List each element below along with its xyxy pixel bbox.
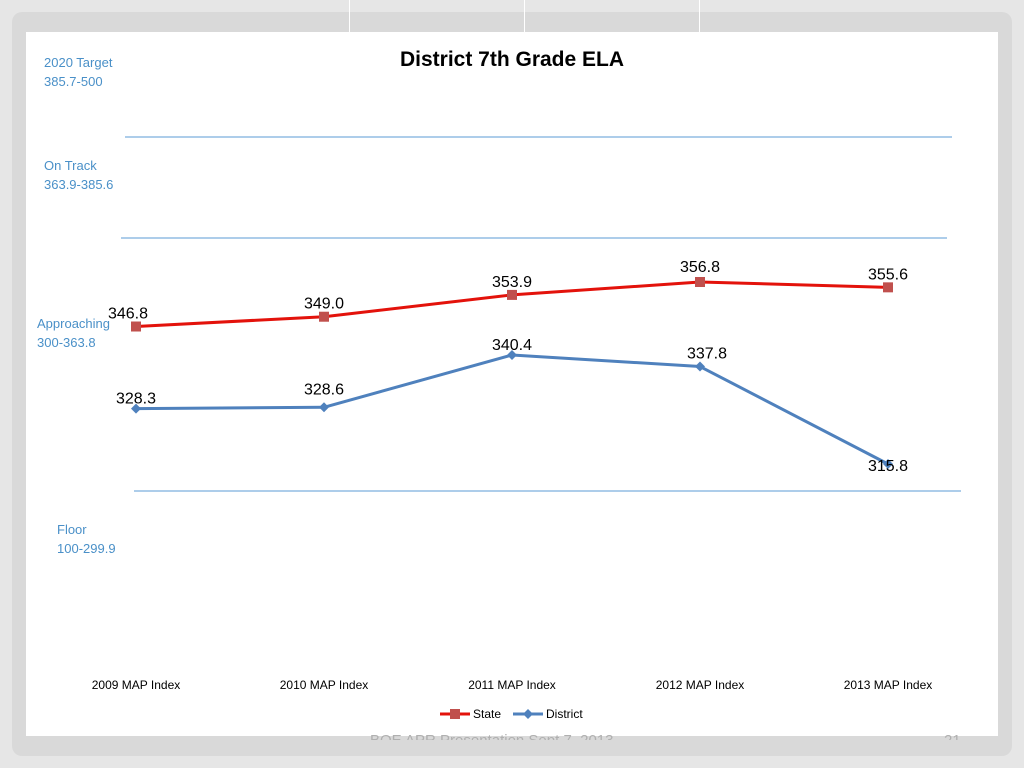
category-label: 2012 MAP Index — [656, 678, 745, 692]
category-label: 2010 MAP Index — [280, 678, 369, 692]
data-label: 315.8 — [868, 458, 908, 475]
data-label: 353.9 — [492, 274, 532, 291]
chart-title: District 7th Grade ELA — [400, 48, 624, 71]
band-label-approaching: Approaching 300-363.8 — [37, 314, 110, 352]
district-marker — [507, 350, 517, 360]
slide-number: 21 — [944, 726, 961, 740]
band-name: Approaching — [37, 316, 110, 331]
category-axis: 2009 MAP Index 2010 MAP Index 2011 MAP Ind… — [92, 678, 933, 692]
band-label-floor: Floor 100-299.9 — [57, 520, 116, 558]
district-marker — [319, 402, 329, 413]
state-marker — [131, 321, 141, 332]
band-range: 100-299.9 — [57, 541, 116, 556]
legend-swatch-marker — [450, 709, 460, 719]
data-labels: 346.8 349.0 353.9 356.8 355.6 328.3 328.6 340.4… — [108, 259, 908, 475]
decorative-divider — [349, 0, 350, 32]
band-range: 385.7-500 — [44, 74, 103, 89]
data-label: 340.4 — [492, 337, 532, 354]
data-label: 328.3 — [116, 391, 156, 408]
data-label: 328.6 — [304, 381, 344, 398]
footer-text: BOE APR Presentation Sept.7, 2013 — [370, 726, 670, 740]
decorative-divider — [699, 0, 700, 32]
legend: State District — [440, 707, 583, 721]
district-marker — [131, 403, 141, 414]
legend-label: District — [546, 707, 583, 721]
series-lines — [135, 280, 889, 466]
district-marker — [883, 459, 893, 469]
state-marker — [319, 311, 329, 322]
category-label: 2013 MAP Index — [844, 678, 933, 692]
decorative-divider — [524, 0, 525, 32]
band-name: Floor — [57, 522, 87, 537]
data-label: 356.8 — [680, 259, 720, 276]
band-label-on-track: On Track 363.9-385.6 — [44, 156, 113, 194]
series-markers — [131, 277, 893, 469]
series-line-district — [135, 353, 889, 466]
data-label: 355.6 — [868, 266, 908, 283]
legend-swatch-marker — [523, 709, 533, 719]
district-marker — [695, 361, 705, 372]
band-lines — [121, 136, 961, 492]
slide-content — [26, 32, 998, 736]
legend-label: State — [473, 707, 501, 721]
state-marker — [695, 277, 705, 287]
state-marker — [883, 282, 893, 293]
data-label: 337.8 — [687, 346, 727, 363]
band-range: 300-363.8 — [37, 335, 96, 350]
category-label: 2011 MAP Index — [468, 678, 556, 692]
band-name: 2020 Target — [44, 55, 113, 70]
band-name: On Track — [44, 158, 97, 173]
category-label: 2009 MAP Index — [92, 678, 181, 692]
band-range: 363.9-385.6 — [44, 177, 114, 192]
data-label: 349.0 — [304, 296, 344, 313]
data-label: 346.8 — [108, 306, 148, 323]
band-label-target: 2020 Target 385.7-500 — [44, 53, 112, 91]
state-marker — [507, 289, 517, 300]
